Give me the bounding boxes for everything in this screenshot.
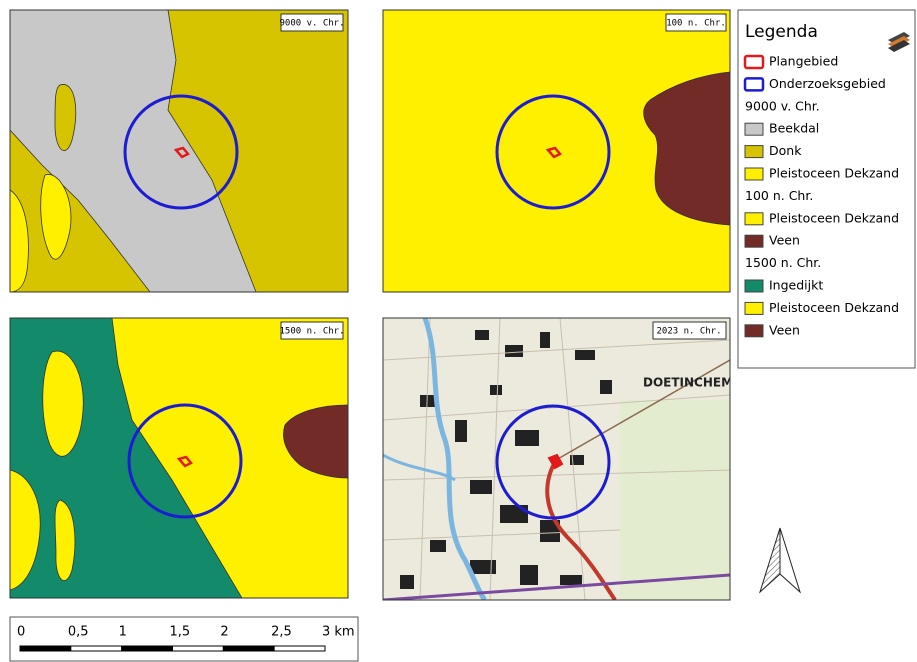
- panel-label: 2023 n. Chr.: [656, 327, 721, 337]
- legend-swatch: [744, 145, 764, 159]
- legend-label: Plangebied: [769, 54, 838, 69]
- panel-label: 1500 n. Chr.: [279, 327, 344, 337]
- map-panel-1500: [10, 318, 348, 598]
- legend-label: Donk: [769, 143, 802, 158]
- legend-label: Onderzoeksgebied: [769, 76, 886, 91]
- scale-label: 2,5: [271, 625, 292, 640]
- scale-segment: [19, 645, 72, 652]
- panel-frame: [382, 9, 731, 293]
- scale-segment: [273, 645, 326, 652]
- legend-label: Pleistoceen Dekzand: [769, 300, 899, 315]
- panel-label: 9000 v. Chr.: [279, 19, 344, 29]
- legend-swatch: [744, 122, 764, 136]
- legend-swatch: [744, 234, 764, 248]
- scale-segment: [222, 645, 275, 652]
- legend-icon: [888, 32, 910, 52]
- map-panel-100: [383, 10, 730, 292]
- scale-segment: [70, 645, 123, 652]
- legend-label: Pleistoceen Dekzand: [769, 166, 899, 181]
- legend-heading: 100 n. Chr.: [745, 188, 813, 203]
- legend-label: Veen: [769, 233, 800, 248]
- legend-label: Veen: [769, 322, 800, 337]
- legend-label: Pleistoceen Dekzand: [769, 210, 899, 225]
- legend-heading: 1500 n. Chr.: [745, 255, 821, 270]
- legend-heading: 9000 v. Chr.: [745, 98, 820, 113]
- legend-swatch: [743, 77, 765, 92]
- panel-frame: [9, 317, 349, 599]
- legend-label: Beekdal: [769, 121, 819, 136]
- label-box: [280, 321, 344, 340]
- map-panel-2023: DOETINCHEM: [383, 318, 733, 600]
- scale-label: 0: [17, 625, 25, 640]
- panel-frame: [382, 317, 731, 601]
- scale-label: 0,5: [68, 625, 89, 640]
- north-arrow: [758, 527, 802, 594]
- legend-label: Ingedijkt: [769, 278, 823, 293]
- panel-frame: [9, 9, 349, 293]
- panel-labels: 9000 v. Chr. 100 n. Chr. 1500 n. Chr. 20…: [279, 13, 727, 340]
- scale-segment: [172, 645, 224, 652]
- place-name: DOETINCHEM: [643, 376, 733, 390]
- scale-label: 3 km: [322, 625, 355, 640]
- label-box: [665, 13, 727, 32]
- legend-entries: Plangebied Onderzoeksgebied 9000 v. Chr. Be…: [743, 54, 899, 338]
- scale-bar: 0 0,5 1 1,5 2 2,5 3 km: [17, 625, 355, 652]
- legend-swatch: [744, 301, 764, 315]
- legend-swatch: [744, 324, 764, 338]
- legend-title: Legenda: [745, 22, 818, 42]
- legend-swatch: [744, 167, 764, 181]
- scale-label: 1: [119, 625, 127, 640]
- legend-swatch: [743, 54, 765, 70]
- label-box: [652, 321, 727, 340]
- scale-bar-box: [9, 616, 359, 662]
- panel-label: 100 n. Chr.: [666, 19, 726, 29]
- legend-box: [737, 9, 916, 369]
- scale-label: 2: [220, 625, 228, 640]
- scale-label: 1,5: [170, 625, 191, 640]
- legend-swatch: [744, 279, 764, 293]
- legend-swatch: [744, 212, 764, 226]
- scale-segment: [121, 645, 173, 652]
- label-box: [280, 13, 344, 32]
- map-panel-9000: [10, 10, 348, 292]
